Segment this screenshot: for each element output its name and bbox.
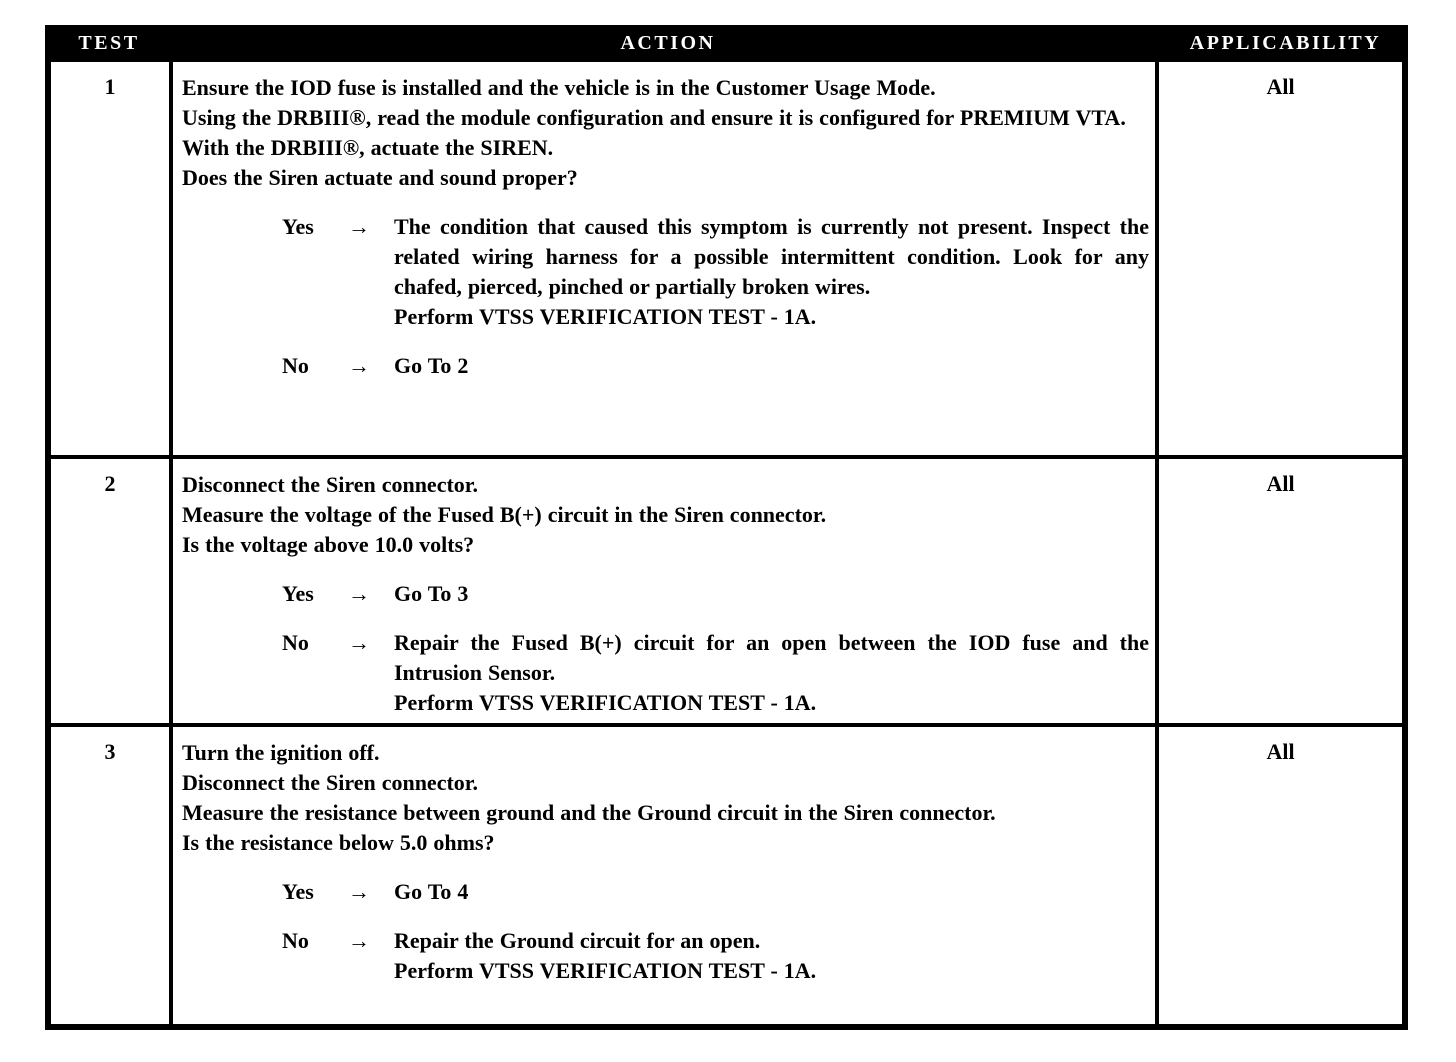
branch-label-no: No <box>282 630 309 655</box>
branch-label-yes: Yes <box>282 214 314 239</box>
branch-result-text: Go To 2 <box>394 353 469 378</box>
branch-label-yes: Yes <box>282 581 314 606</box>
branch-label-no: No <box>282 928 309 953</box>
action-step: Turn the ignition off. <box>182 740 380 765</box>
branch-result: Repair the Fused B(+) circuit for an ope… <box>394 628 1149 718</box>
branch-result-text: Perform VTSS VERIFICATION TEST - 1A. <box>394 958 817 983</box>
no-branch: No → Repair the Fused B(+) circuit for a… <box>182 628 1149 718</box>
applicability-cell: All <box>1266 74 1295 99</box>
yes-branch: Yes → The condition that caused this sym… <box>182 212 1149 332</box>
column-header-applicability: APPLICABILITY <box>1189 32 1382 54</box>
yes-branch: Yes → Go To 3 <box>182 579 1149 609</box>
branch-result: Go To 3 <box>394 579 1149 609</box>
action-step: Is the resistance below 5.0 ohms? <box>182 830 495 855</box>
action-step: With the DRBIII®, actuate the SIREN. <box>182 135 554 160</box>
column-header-action: ACTION <box>620 32 716 54</box>
table-header-row: TEST ACTION APPLICABILITY <box>45 25 1408 62</box>
right-arrow-icon: → <box>348 879 370 904</box>
action-step: Using the DRBIII®, read the module confi… <box>182 105 1126 130</box>
right-arrow-icon: → <box>348 581 370 606</box>
right-arrow-icon: → <box>348 214 370 239</box>
action-step: Disconnect the Siren connector. <box>182 472 479 497</box>
action-step: Does the Siren actuate and sound proper? <box>182 165 578 190</box>
action-step: Ensure the IOD fuse is installed and the… <box>182 75 936 100</box>
branch-label-no: No <box>282 353 309 378</box>
branch-result: Go To 2 <box>394 351 1149 381</box>
branch-result: The condition that caused this symptom i… <box>394 212 1149 332</box>
no-branch: No → Go To 2 <box>182 351 1149 381</box>
right-arrow-icon: → <box>348 353 370 378</box>
column-header-test: TEST <box>78 32 140 54</box>
branch-result: Go To 4 <box>394 877 1149 907</box>
action-step: Is the voltage above 10.0 volts? <box>182 532 475 557</box>
branch-result-text: Repair the Fused B(+) circuit for an ope… <box>394 630 1149 685</box>
test-number-cell: 3 <box>51 727 173 1024</box>
branch-result-text: Perform VTSS VERIFICATION TEST - 1A. <box>394 304 817 329</box>
branch-result-text: Perform VTSS VERIFICATION TEST - 1A. <box>394 690 817 715</box>
table-row-test-2: 2 Disconnect the Siren connector. Measur… <box>51 455 1402 723</box>
table-row-test-1: 1 Ensure the IOD fuse is installed and t… <box>51 62 1402 455</box>
table-row-test-3: 3 Turn the ignition off. Disconnect the … <box>51 723 1402 1024</box>
yes-branch: Yes → Go To 4 <box>182 877 1149 907</box>
branch-result-text: Go To 3 <box>394 581 469 606</box>
branch-label-yes: Yes <box>282 879 314 904</box>
action-step: Measure the voltage of the Fused B(+) ci… <box>182 502 827 527</box>
branch-result-text: The condition that caused this symptom i… <box>394 214 1149 299</box>
branch-result: Repair the Ground circuit for an open. P… <box>394 926 1149 986</box>
right-arrow-icon: → <box>348 630 370 655</box>
action-cell: Disconnect the Siren connector. Measure … <box>173 459 1159 723</box>
applicability-cell: All <box>1266 471 1295 496</box>
right-arrow-icon: → <box>348 928 370 953</box>
action-cell: Turn the ignition off. Disconnect the Si… <box>173 727 1159 1024</box>
test-number-cell: 1 <box>51 62 173 455</box>
action-cell: Ensure the IOD fuse is installed and the… <box>173 62 1159 455</box>
diagnostic-test-table: TEST ACTION APPLICABILITY 1 Ensure the I… <box>45 25 1408 1030</box>
applicability-cell: All <box>1266 739 1295 764</box>
branch-result-text: Repair the Ground circuit for an open. <box>394 928 761 953</box>
no-branch: No → Repair the Ground circuit for an op… <box>182 926 1149 986</box>
branch-result-text: Go To 4 <box>394 879 469 904</box>
test-number-cell: 2 <box>51 459 173 723</box>
action-step: Measure the resistance between ground an… <box>182 800 996 825</box>
action-step: Disconnect the Siren connector. <box>182 770 479 795</box>
